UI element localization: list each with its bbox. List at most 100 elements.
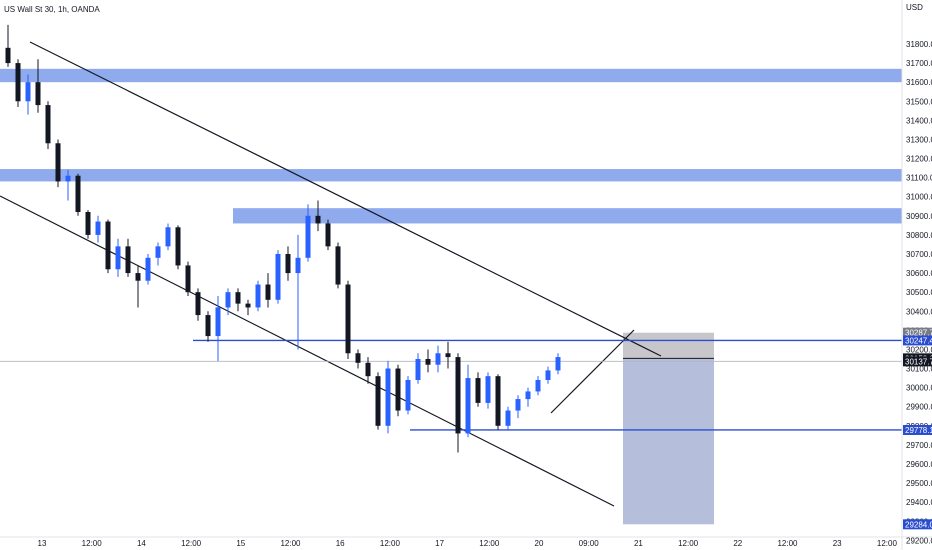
candle-body [505,410,511,426]
supply-zone-lower [233,208,902,224]
price-tag [903,424,932,435]
price-tag [903,519,932,530]
price-tag [903,335,932,346]
candle-body [425,358,431,365]
price-tick-label: 30100.0 [906,365,932,374]
candle-body [235,292,241,304]
candle-body [165,227,171,247]
candle-body [305,215,311,258]
price-tick-label: 30900.0 [906,212,932,221]
candle-body [535,379,541,392]
candle-body [275,253,281,300]
candle-body [405,379,411,411]
candle-body [485,376,491,403]
time-tick-label: 12:00 [678,539,699,548]
price-tag [903,356,932,367]
candle-body [495,376,501,426]
candle-body [415,358,421,380]
candle-body [475,378,481,403]
price-tag-label: 29778.1 [905,426,932,435]
candle-body [335,246,341,285]
candle-body [295,257,301,274]
candle-body [375,376,381,426]
candle-body [175,227,181,266]
price-tick-label: 29900.0 [906,403,932,412]
candle-body [315,215,321,224]
price-tick-label: 29400.0 [906,498,932,507]
price-tick-label: 30800.0 [906,231,932,240]
candle-body [155,246,161,258]
candle-body [445,353,451,358]
price-tag-label: 30137.7 [905,357,932,366]
price-tick-label: 31800.0 [906,40,932,49]
price-tag [903,327,932,338]
price-tick-label: 30700.0 [906,250,932,259]
candle-body [75,175,81,212]
candle-body [345,284,351,354]
candle-body [255,284,261,308]
price-tick-label: 31500.0 [906,97,932,106]
price-tick-label: 30400.0 [906,307,932,316]
candle-body [185,265,191,293]
price-tick-label: 29200.0 [906,536,932,545]
rising-trendline[interactable] [550,329,635,414]
currency-label: USD [906,3,923,12]
price-tick-label: 29700.0 [906,441,932,450]
candle-body [265,284,271,300]
time-tick-label: 12:00 [479,539,500,548]
candle-body [455,357,461,434]
price-tick-label: 30500.0 [906,288,932,297]
candle-body [205,315,211,337]
channel-upper-trendline[interactable] [29,41,662,357]
candle-body [135,273,141,281]
stop-loss-zone[interactable] [623,332,714,359]
candle-body [385,368,391,426]
symbol-label: US Wall St 30, 1h, OANDA [4,5,100,14]
time-tick-label: 12:00 [82,539,103,548]
channel-lower-trendline[interactable] [0,195,615,507]
time-tick-label: 12:00 [777,539,798,548]
candle-body [145,257,151,281]
candle-body [195,292,201,316]
price-tick-label: 29600.0 [906,460,932,469]
candle-body [525,391,531,400]
candle-body [85,211,91,235]
time-tick-label: 23 [833,539,842,548]
time-tick-label: 20 [535,539,544,548]
candle-body [105,221,111,270]
candle-body [15,63,21,102]
candle-body [555,357,561,371]
price-tick-label: 30000.0 [906,384,932,393]
candle-body [55,143,61,182]
candle-body [395,368,401,411]
candle-body [285,253,291,274]
candle-body [435,353,441,365]
candle-body [35,82,41,106]
price-tick-label: 31100.0 [906,174,932,183]
time-tick-label: 12:00 [280,539,301,548]
time-tick-label: 09:00 [579,539,600,548]
candle-body [45,105,51,144]
price-tick-label: 30200.0 [906,345,932,354]
time-tick-label: 13 [38,539,47,548]
candle-body [65,175,71,182]
price-tick-label: 31400.0 [906,116,932,125]
candle-body [465,378,471,434]
price-tick-label: 30600.0 [906,269,932,278]
price-tick-label: 31300.0 [906,135,932,144]
price-tick-label: 31000.0 [906,193,932,202]
time-tick-label: 16 [336,539,345,548]
price-tick-label: 29500.0 [906,479,932,488]
time-tick-label: 17 [435,539,444,548]
candle-body [355,353,361,363]
supply-zone-middle [0,169,902,182]
take-profit-zone[interactable] [623,358,714,525]
time-tick-label: 12:00 [380,539,401,548]
price-tag-label: 29284.0 [905,520,932,529]
candle-body [515,399,521,411]
supply-zone-top [0,68,902,83]
candle-body [245,303,251,308]
time-tick-label: 12:00 [877,539,898,548]
